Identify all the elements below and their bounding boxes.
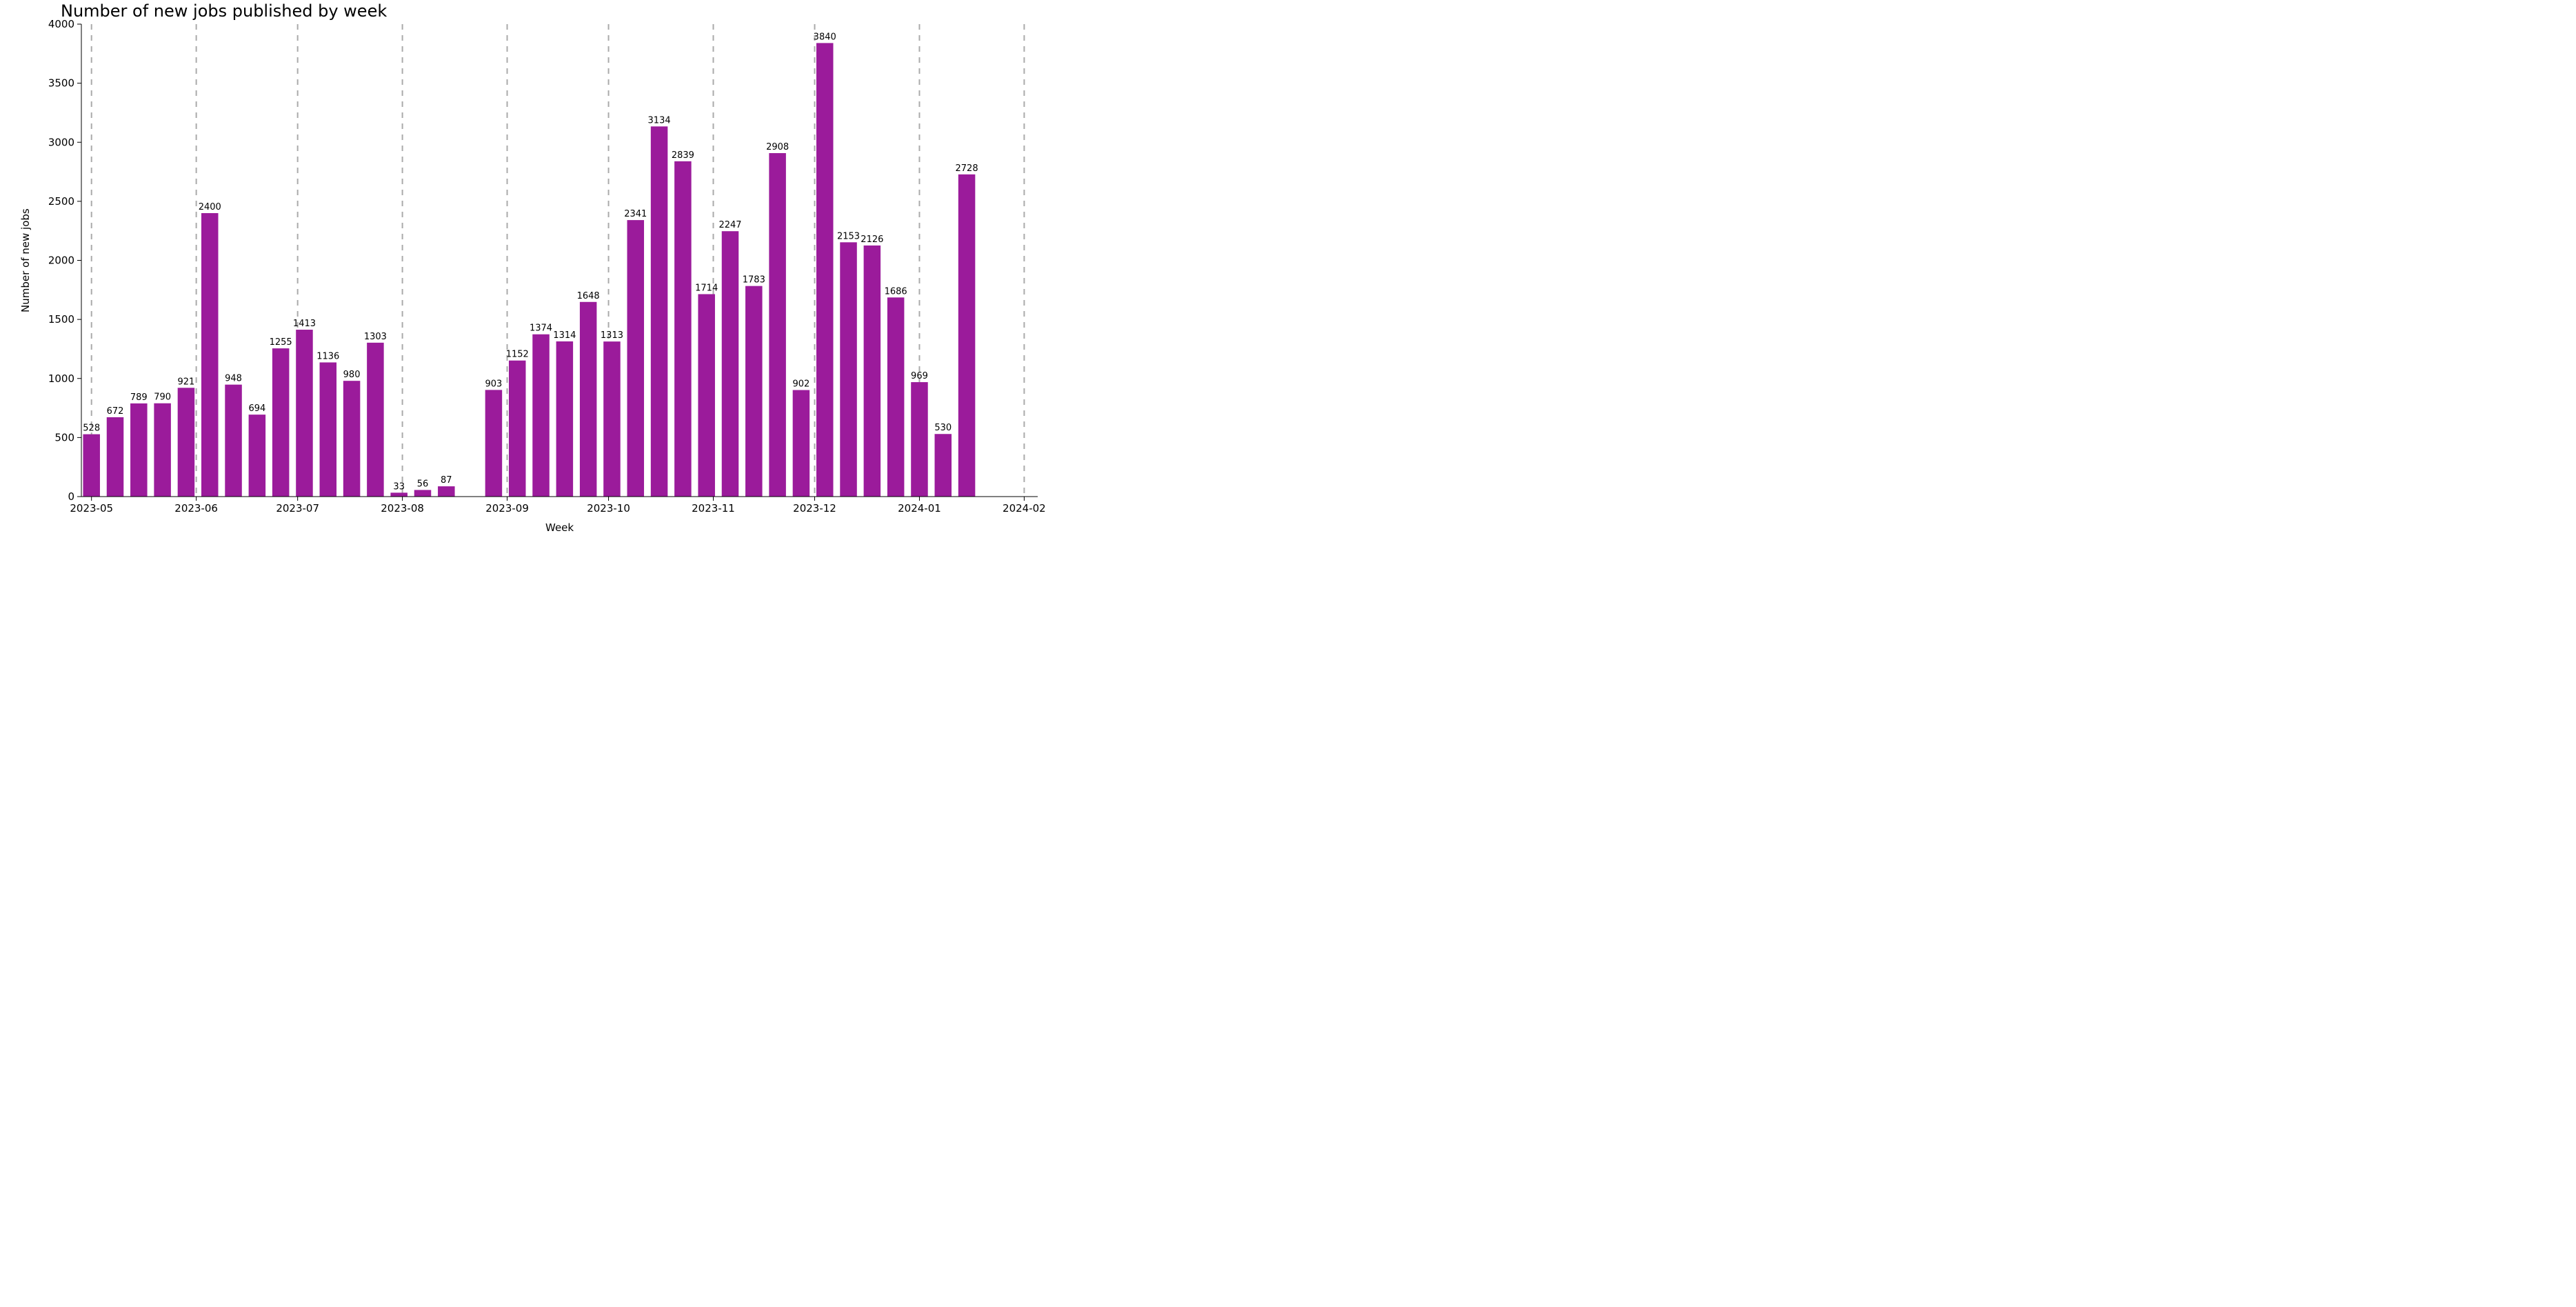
x-tick-label: 2024-01	[898, 502, 941, 515]
bar-value-label: 790	[154, 392, 171, 403]
bar	[272, 348, 290, 497]
y-tick-label: 0	[68, 490, 74, 503]
chart-svg: 528 672 789 790 921 2400 948 694 12551413 1136 980…	[0, 0, 1059, 537]
bar	[390, 492, 407, 497]
x-tick-label: 2023-06	[174, 502, 218, 515]
bar-value-label: 1152	[506, 350, 529, 360]
bar-value-label: 789	[130, 392, 148, 403]
bar	[864, 246, 881, 497]
bar	[698, 294, 715, 497]
bar-value-label: 2247	[718, 220, 741, 230]
bar	[296, 330, 313, 497]
bar	[816, 43, 834, 497]
x-tick-label: 2023-09	[485, 502, 529, 515]
bar-value-label: 2908	[766, 142, 789, 152]
bar	[769, 153, 786, 497]
bar-value-label: 1783	[743, 275, 765, 286]
bar-value-label: 87	[441, 475, 452, 486]
bar	[509, 361, 526, 497]
bar-value-label: 1303	[364, 332, 387, 342]
bar	[130, 403, 148, 497]
bar-value-label: 528	[83, 423, 100, 434]
bar-value-label: 530	[934, 423, 952, 433]
bar	[840, 242, 857, 497]
bar-value-label: 2728	[956, 163, 978, 174]
bar	[107, 417, 124, 497]
bar	[320, 362, 337, 497]
bar	[556, 341, 574, 497]
x-tick-label: 2023-10	[587, 502, 630, 515]
bar	[249, 415, 266, 497]
x-tick-label: 2023-05	[70, 502, 113, 515]
y-tick-label: 3000	[48, 136, 74, 148]
bar	[154, 403, 171, 497]
bar-value-label: 2400	[199, 202, 221, 212]
bar	[745, 286, 763, 497]
bar	[343, 381, 361, 497]
bar-value-label: 694	[248, 403, 265, 414]
bar-chart: Number of new jobs published by week Num…	[0, 0, 1059, 537]
bar-value-label: 56	[417, 479, 429, 489]
bar-value-label: 1136	[316, 351, 339, 361]
bar	[225, 385, 242, 497]
bar	[651, 126, 668, 497]
bar-value-label: 902	[793, 379, 810, 390]
bar-value-label: 1314	[553, 330, 576, 341]
bar-value-label: 980	[343, 370, 361, 380]
bar	[722, 231, 739, 497]
y-tick-label: 1000	[48, 372, 74, 385]
bar-value-label: 1686	[885, 286, 907, 297]
bar	[911, 382, 928, 497]
bar	[178, 388, 195, 497]
bar-value-label: 2341	[624, 209, 647, 219]
x-tick-label: 2023-11	[692, 502, 735, 515]
bar-value-label: 1374	[530, 323, 552, 334]
bar-value-label: 969	[911, 371, 928, 381]
bar	[414, 490, 432, 497]
bar-value-label: 903	[485, 379, 503, 389]
bar-value-label: 1648	[577, 291, 600, 301]
x-tick-label: 2024-02	[1003, 502, 1046, 515]
y-axis-label: Number of new jobs	[19, 208, 32, 312]
bar	[793, 390, 810, 497]
x-tick-label: 2023-07	[276, 502, 319, 515]
bar	[367, 343, 384, 497]
bar	[887, 297, 905, 497]
chart-title: Number of new jobs published by week	[61, 1, 387, 21]
bar-value-label: 1255	[270, 337, 292, 348]
y-tick-label: 2000	[48, 255, 74, 267]
bar-value-label: 33	[393, 481, 405, 492]
bar-value-label: 921	[178, 377, 195, 387]
y-tick-label: 2500	[48, 195, 74, 208]
y-tick-label: 3500	[48, 77, 74, 90]
bar	[958, 174, 976, 497]
bar	[674, 161, 692, 497]
bar-value-label: 1413	[293, 319, 316, 329]
bar	[532, 335, 550, 497]
x-tick-label: 2023-08	[381, 502, 424, 515]
bar-value-label: 948	[225, 374, 242, 384]
bar-value-label: 3134	[648, 115, 671, 126]
bar-value-label: 1714	[695, 283, 718, 293]
x-tick-label: 2023-12	[793, 502, 836, 515]
bar	[580, 302, 597, 497]
bar-value-label: 2153	[837, 231, 860, 241]
bar-value-label: 3840	[814, 32, 836, 42]
bar-value-label: 2839	[672, 150, 694, 161]
bar-value-label: 2126	[861, 235, 883, 245]
bar	[201, 213, 219, 497]
bar-value-label: 672	[107, 406, 124, 417]
bar	[603, 341, 621, 497]
bar	[627, 220, 645, 497]
bar	[438, 486, 455, 497]
y-tick-label: 1500	[48, 313, 74, 326]
bar	[935, 434, 952, 497]
x-axis-label: Week	[545, 521, 574, 534]
bar	[485, 390, 503, 497]
bar	[83, 435, 100, 497]
y-tick-label: 500	[54, 431, 74, 443]
bar-value-label: 1313	[601, 330, 623, 341]
